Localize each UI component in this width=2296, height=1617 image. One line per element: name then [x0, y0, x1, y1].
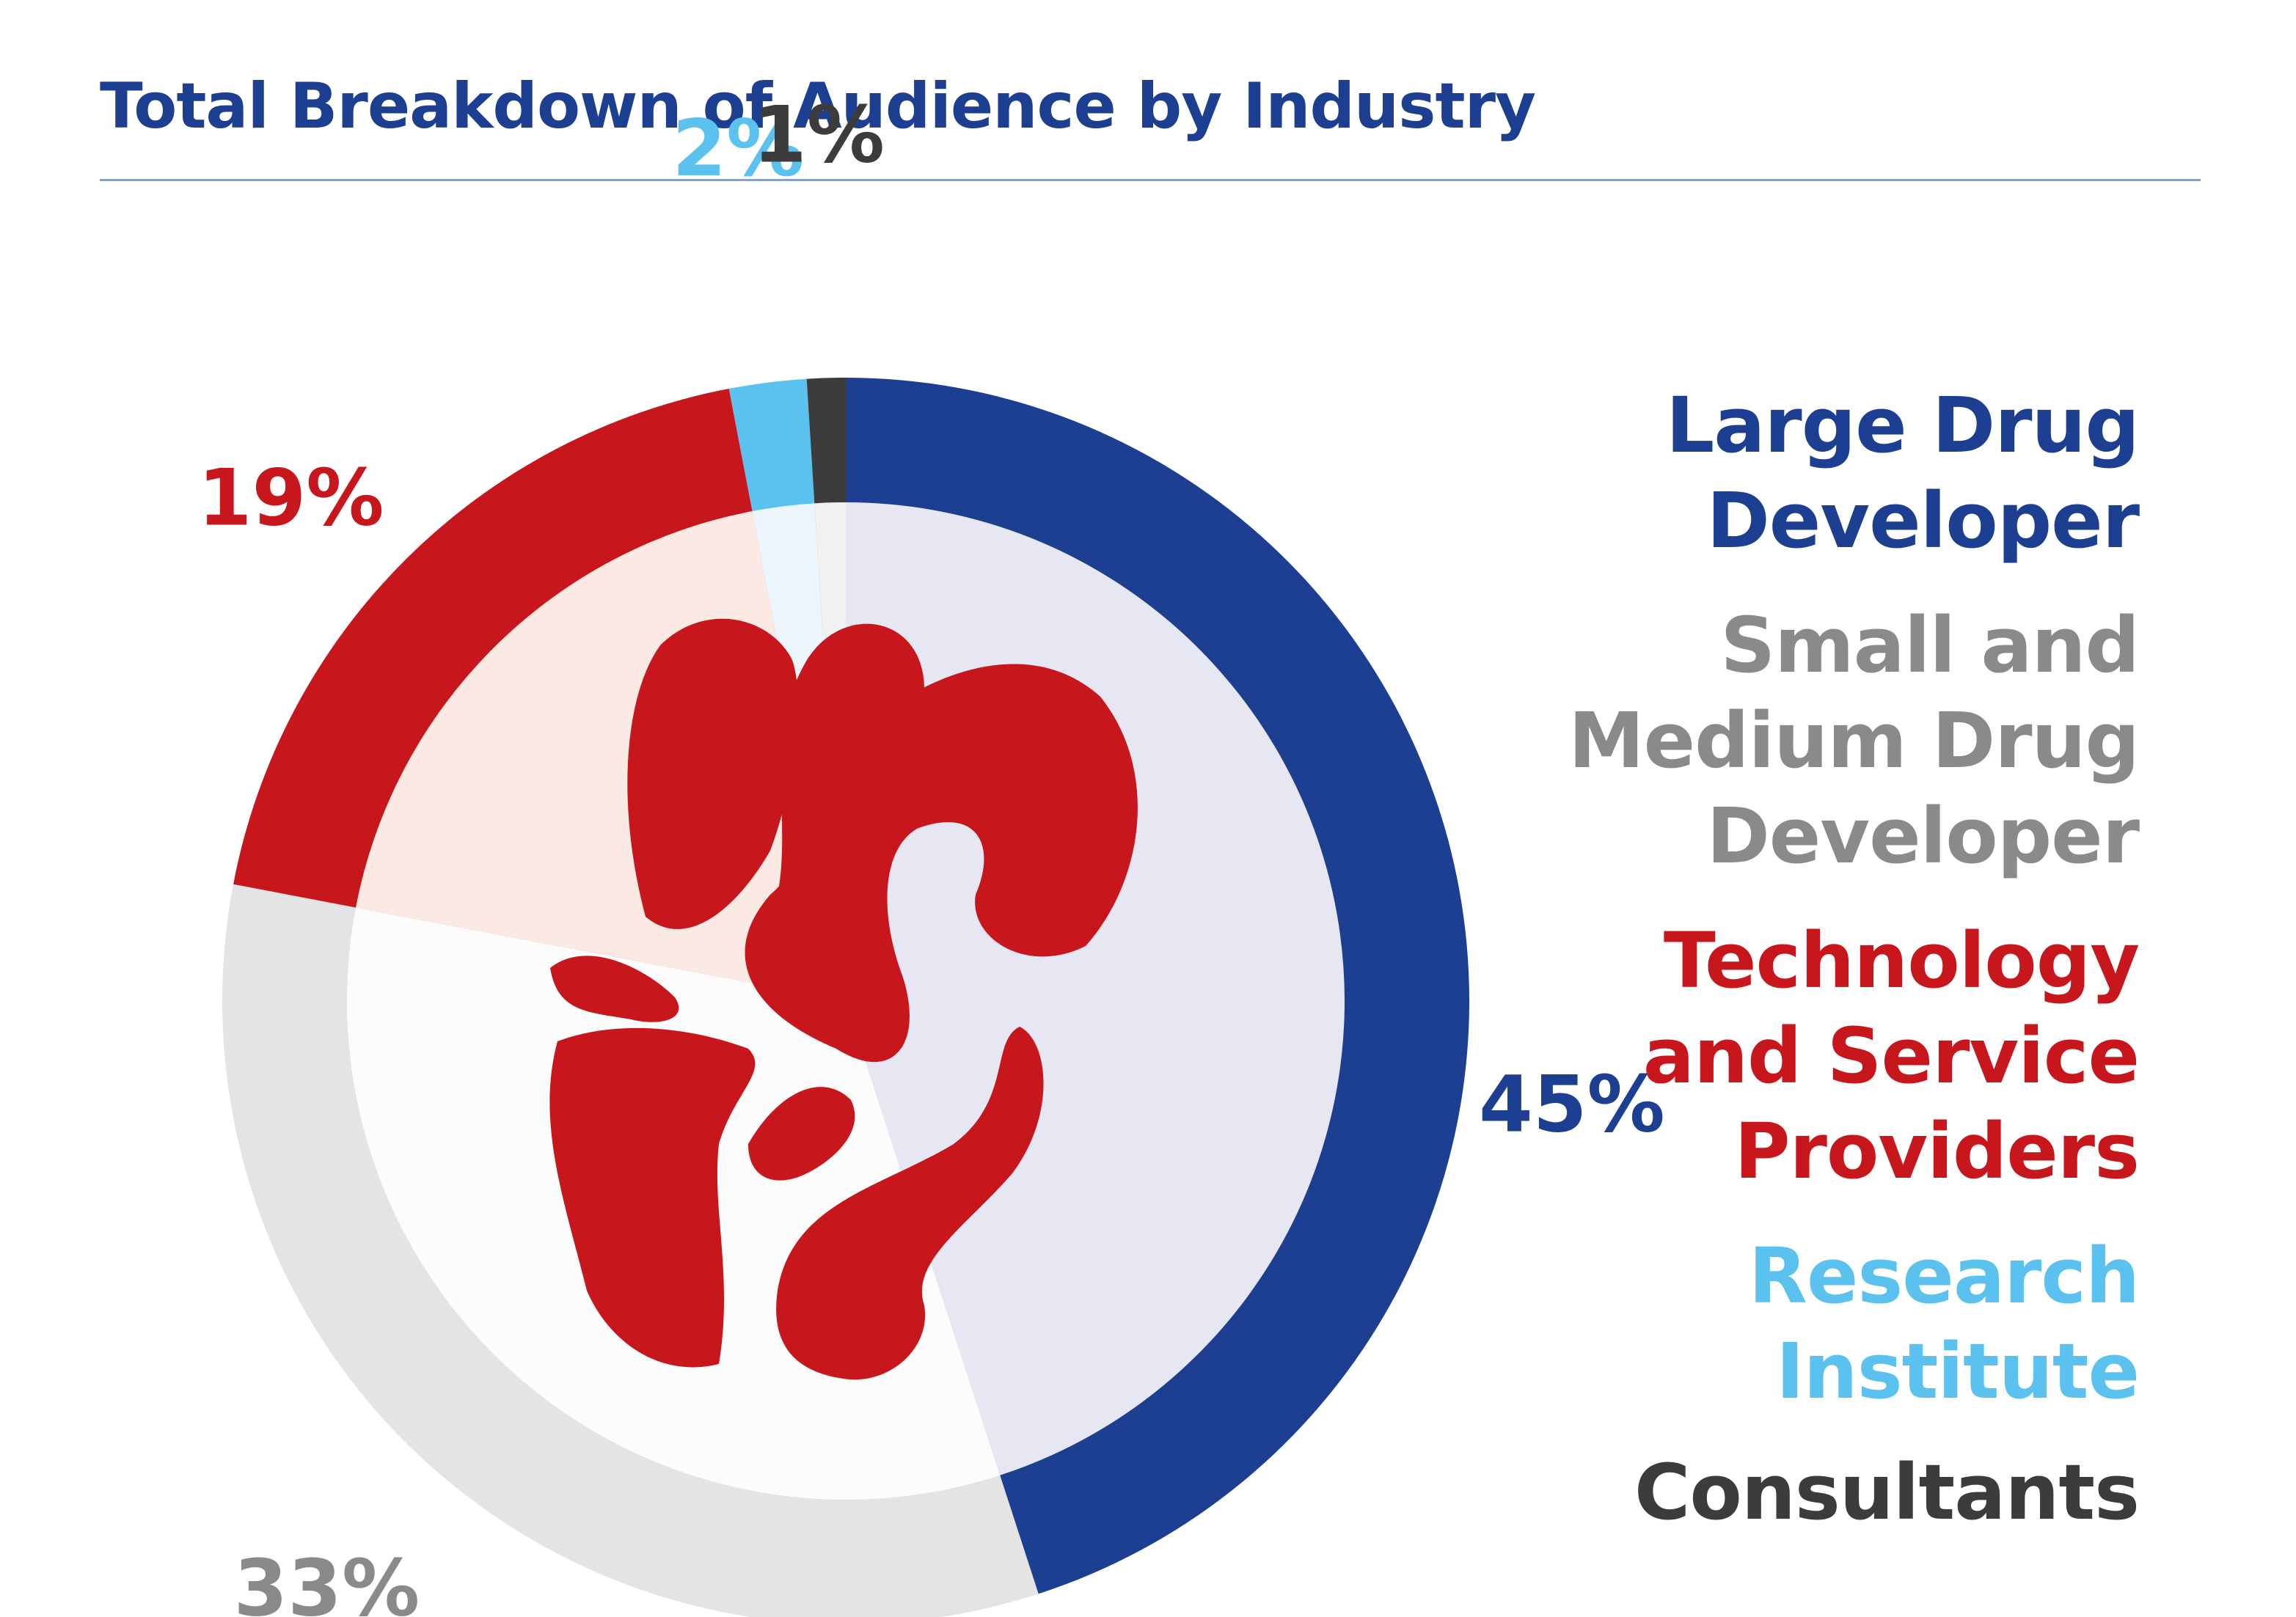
legend-item: Large Drug Developer [1665, 378, 2140, 568]
legend-label: Institute [1775, 1327, 2140, 1416]
legend-label: Technology [1663, 916, 2140, 1005]
organ-icon [549, 618, 1138, 1380]
legend-label: Small and [1720, 601, 2140, 690]
legend-item: Research Institute [1748, 1228, 2140, 1419]
percentage-label: 19% [198, 453, 384, 543]
percentage-label: 1% [753, 90, 885, 180]
legend-label: Developer [1706, 791, 2140, 881]
percentage-label: 2% [672, 103, 804, 194]
title-divider [100, 179, 2201, 181]
legend-label: Research [1748, 1231, 2140, 1321]
percentage-label: 45% [1479, 1059, 1665, 1149]
percentage-label: 33% [234, 1544, 420, 1617]
legend-item: Consultants [1634, 1445, 2140, 1540]
chart-title: Total Breakdown of Audience by Industry [100, 70, 1536, 143]
legend-label: Developer [1706, 476, 2140, 565]
legend-label: and Service [1642, 1011, 2140, 1101]
percentage-labels: 45% 33% 19% 2%1% [198, 90, 1665, 1617]
legend-label: Large Drug [1665, 381, 2140, 470]
legend-item: Technology and Service Providers [1642, 913, 2140, 1199]
legend-label: Consultants [1634, 1448, 2140, 1537]
legend-label: Providers [1734, 1107, 2140, 1196]
legend-label: Medium Drug [1568, 696, 2140, 785]
legend-item: Small and Medium Drug Developer [1568, 598, 2140, 884]
